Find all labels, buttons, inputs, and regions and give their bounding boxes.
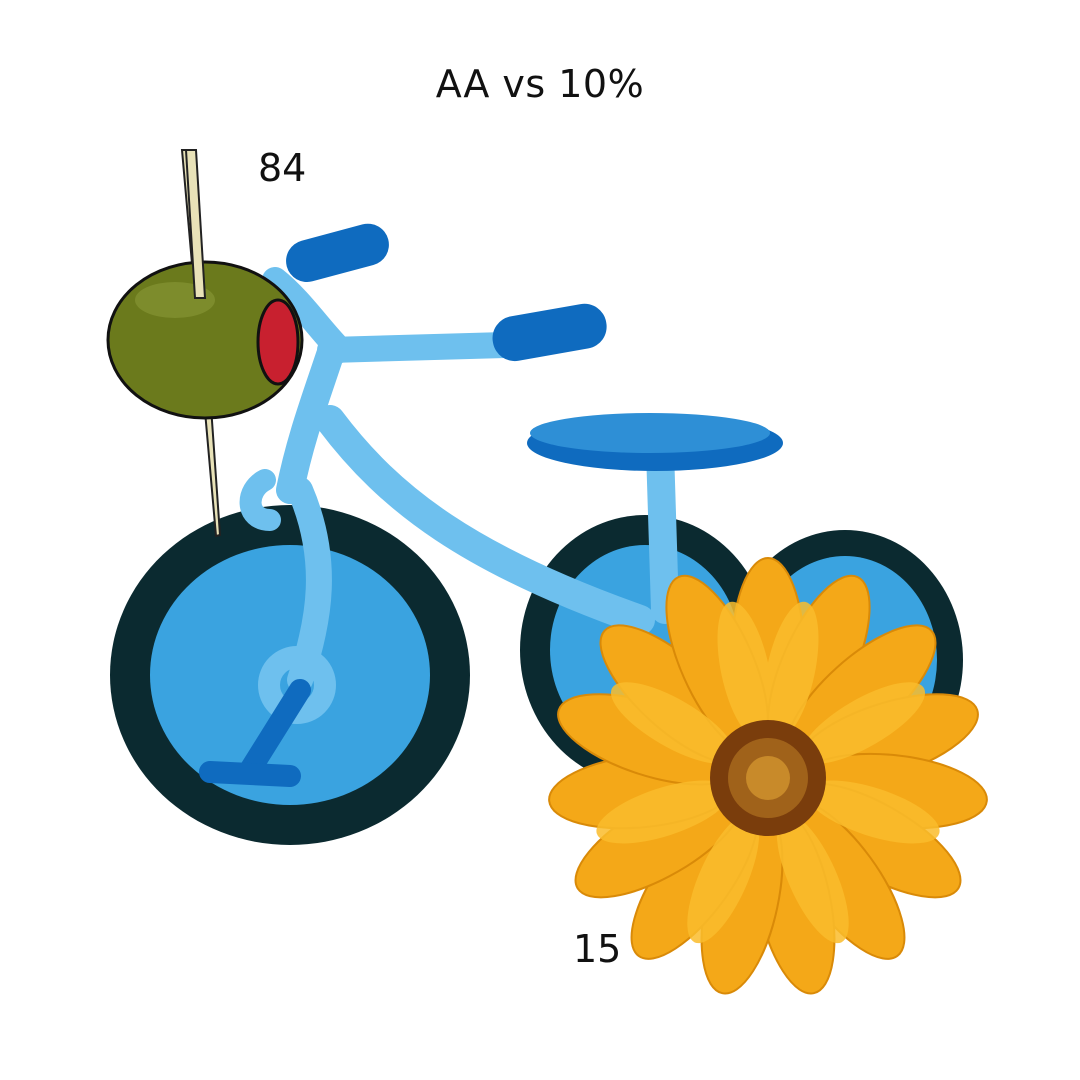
- olive-value-label: 84: [258, 146, 307, 190]
- handlebar-grips: [286, 223, 607, 362]
- pedal: [199, 679, 311, 787]
- pimento: [256, 298, 300, 386]
- chart-title: AA vs 10%: [435, 62, 645, 106]
- flower-value-label: 15: [573, 927, 622, 971]
- bicycle-seat: [527, 413, 783, 471]
- olive-with-toothpick-illustration: [106, 149, 304, 538]
- bicycle-frame: [239, 267, 679, 724]
- yellow-daisy-flower-photo: [548, 557, 988, 995]
